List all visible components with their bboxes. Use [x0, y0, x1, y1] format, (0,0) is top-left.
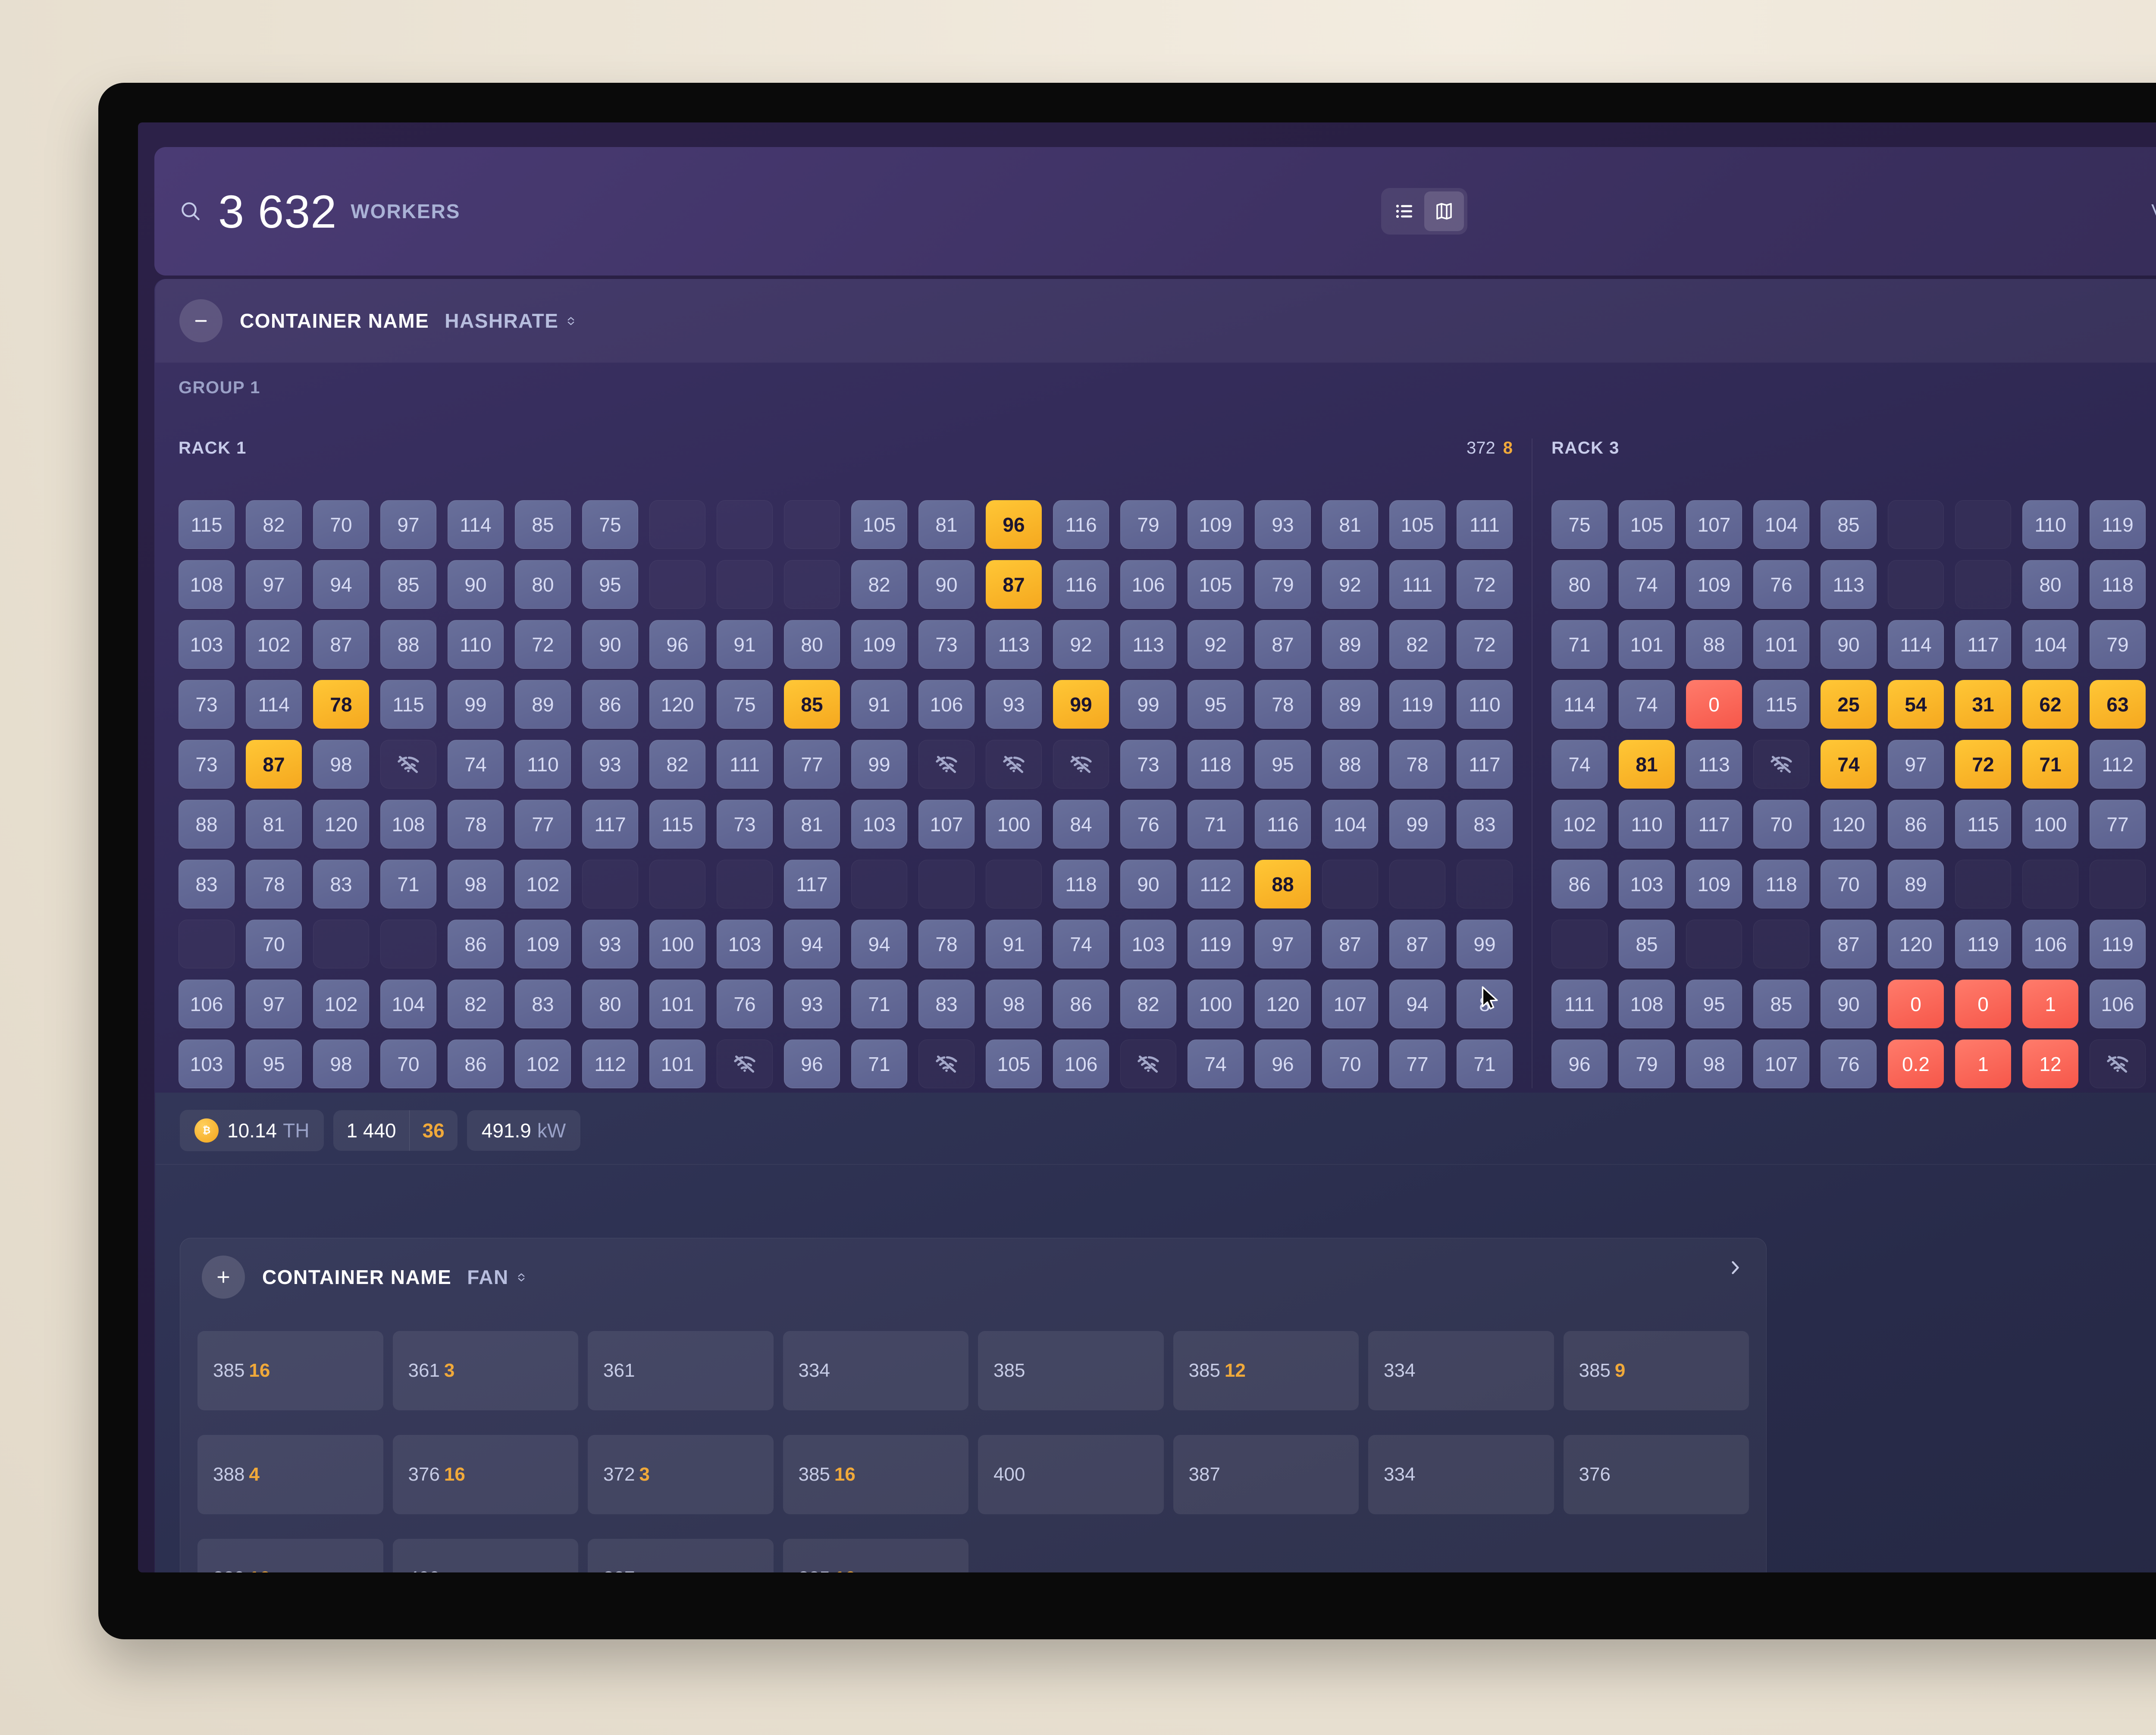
svg-text:₿: ₿	[203, 1124, 210, 1136]
